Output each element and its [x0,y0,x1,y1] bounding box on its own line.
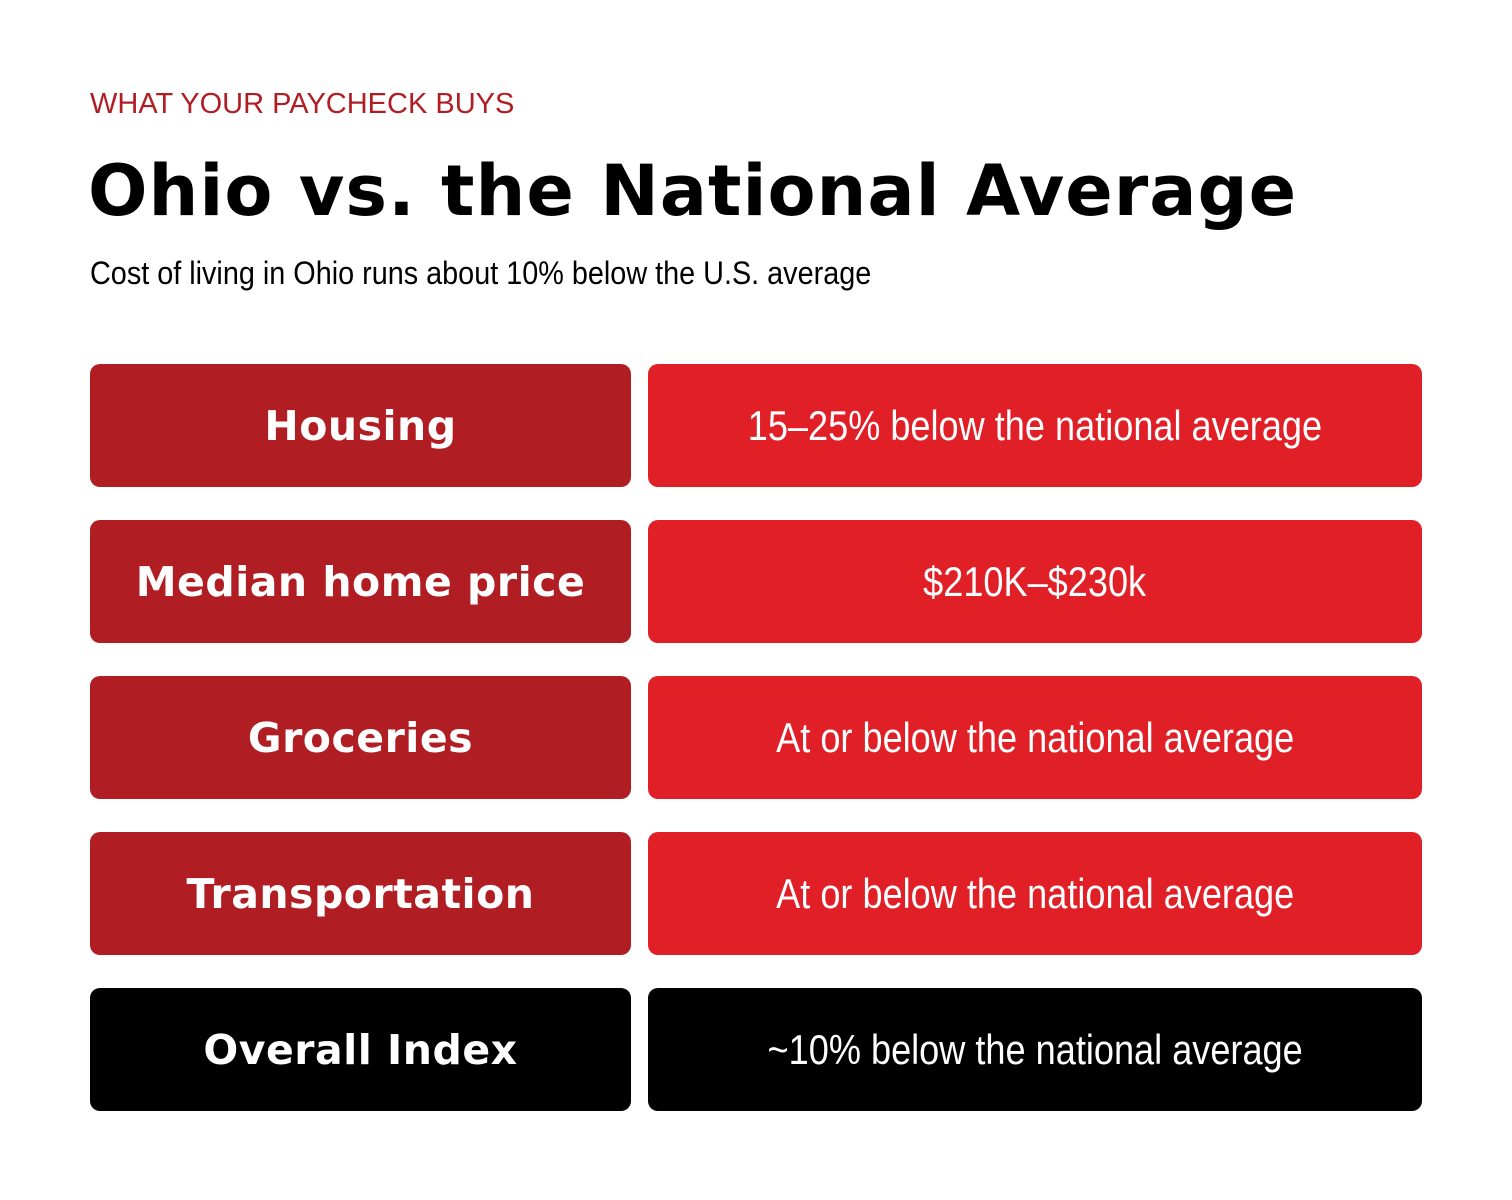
table-row-overall-index: Overall Index ~10% below the national av… [90,988,1422,1111]
table-row-median-home-price: Median home price $210K–$230k [90,520,1422,643]
row-value-text: At or below the national average [775,869,1295,917]
row-label: Overall Index [90,988,631,1111]
row-value-text: $210K–$230k [923,557,1147,605]
table-row-groceries: Groceries At or below the national avera… [90,676,1422,799]
page-subtitle: Cost of living in Ohio runs about 10% be… [90,255,872,291]
row-value: At or below the national average [648,832,1422,955]
row-value-text: 15–25% below the national average [747,401,1323,449]
row-value-text: At or below the national average [775,713,1295,761]
row-label: Groceries [90,676,631,799]
row-label: Housing [90,364,631,487]
row-label: Median home price [90,520,631,643]
row-value: $210K–$230k [648,520,1422,643]
row-value: ~10% below the national average [648,988,1422,1111]
row-value: 15–25% below the national average [648,364,1422,487]
row-label: Transportation [90,832,631,955]
table-row-housing: Housing 15–25% below the national averag… [90,364,1422,487]
comparison-table: Housing 15–25% below the national averag… [90,364,1422,1111]
page-title: Ohio vs. the National Average [88,150,1298,232]
row-value-text: ~10% below the national average [767,1025,1303,1073]
table-row-transportation: Transportation At or below the national … [90,832,1422,955]
eyebrow-label: WHAT YOUR PAYCHECK BUYS [90,88,515,120]
row-value: At or below the national average [648,676,1422,799]
